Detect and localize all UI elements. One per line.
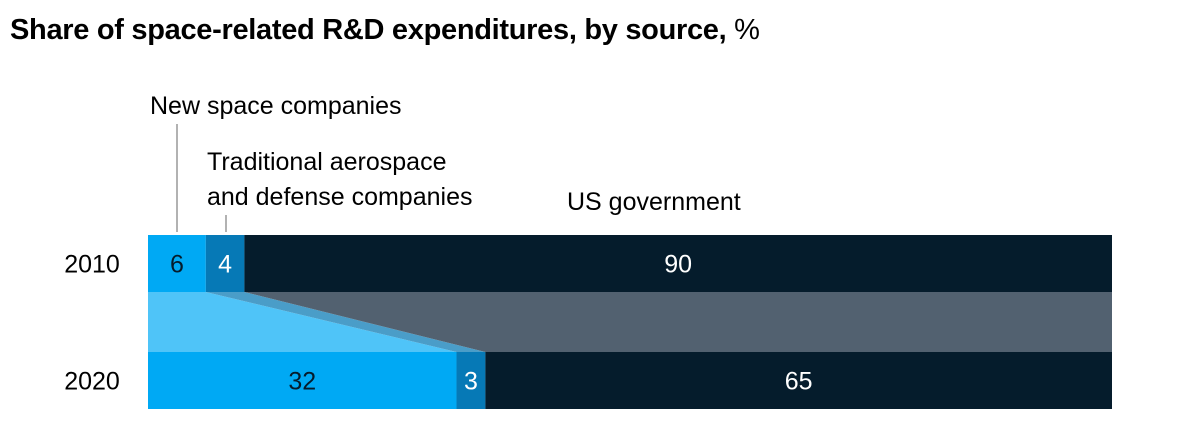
- category-label-2020: 2020: [64, 368, 120, 396]
- data-label-2010-0: 6: [170, 251, 184, 279]
- connector-1: [205, 292, 486, 352]
- connector-0: [148, 292, 457, 352]
- data-label-2020-2: 65: [785, 368, 813, 396]
- bar-segment-2010-2: [244, 235, 1112, 292]
- bar-segment-2010-1: [205, 235, 245, 292]
- legend-label-us-government: US government: [567, 188, 741, 216]
- data-label-2010-1: 4: [218, 251, 232, 279]
- data-label-2010-2: 90: [664, 251, 692, 279]
- bar-segment-2010-0: [148, 235, 206, 292]
- data-label-2020-1: 3: [464, 368, 478, 396]
- bar-segment-2020-2: [485, 352, 1112, 409]
- legend-label-traditional-line1: Traditional aerospace: [207, 148, 447, 176]
- data-label-2020-0: 32: [288, 368, 316, 396]
- category-label-2010: 2010: [64, 251, 120, 279]
- chart-title: Share of space-related R&D expenditures,…: [10, 14, 760, 47]
- title-text: Share of space-related R&D expenditures,…: [10, 14, 727, 46]
- bar-segment-2020-1: [456, 352, 486, 409]
- bar-segment-2020-0: [148, 352, 457, 409]
- legend-label-traditional-line2: and defense companies: [207, 183, 472, 211]
- legend-label-new-space: New space companies: [150, 92, 402, 120]
- connector-2: [244, 292, 1112, 352]
- title-unit: %: [734, 14, 760, 46]
